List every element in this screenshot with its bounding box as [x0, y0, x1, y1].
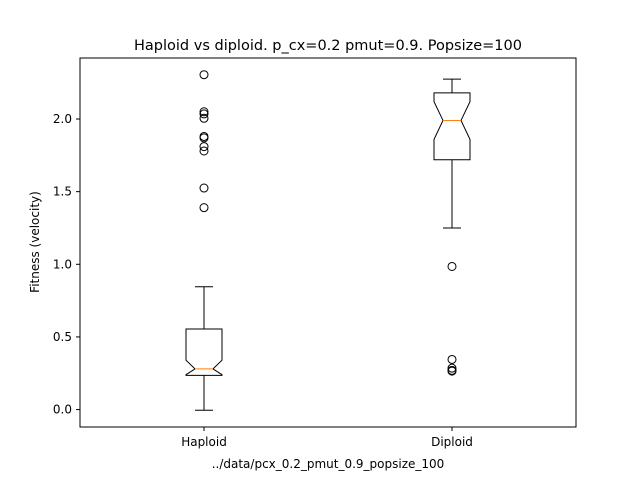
y-tick-label: 1.5 [53, 185, 72, 199]
y-tick-label: 0.5 [53, 330, 72, 344]
y-tick-label: 1.0 [53, 257, 72, 271]
x-axis-label: ../data/pcx_0.2_pmut_0.9_popsize_100 [212, 457, 445, 471]
outlier-point [199, 113, 209, 123]
box-body-diploid [433, 92, 471, 161]
outlier-point [199, 183, 209, 193]
box-body-haploid [185, 328, 223, 376]
y-tick-label: 0.0 [53, 403, 72, 417]
outlier-point [447, 363, 457, 373]
outlier-point [199, 142, 209, 152]
outlier-point [199, 107, 209, 117]
outlier-point [199, 109, 209, 119]
x-axis: Haploid Diploid [181, 427, 473, 449]
x-tick-label: Haploid [181, 435, 227, 449]
outlier-point [447, 354, 457, 364]
plot-area [79, 57, 577, 428]
x-tick-label: Diploid [431, 435, 473, 449]
outlier-point [447, 261, 457, 271]
y-axis-label: Fitness (velocity) [28, 191, 42, 293]
y-tick-label: 2.0 [53, 112, 72, 126]
chart-title: Haploid vs diploid. p_cx=0.2 pmut=0.9. P… [134, 38, 522, 54]
outlier-point [199, 133, 209, 143]
box-diploid [433, 78, 471, 376]
outlier-point [199, 70, 209, 80]
outlier-point [199, 203, 209, 213]
plot-frame [79, 57, 577, 428]
outlier-point [199, 146, 209, 156]
y-axis: 0.0 0.5 1.0 1.5 2.0 [53, 112, 80, 417]
box-haploid [185, 70, 223, 411]
outlier-point [447, 366, 457, 376]
